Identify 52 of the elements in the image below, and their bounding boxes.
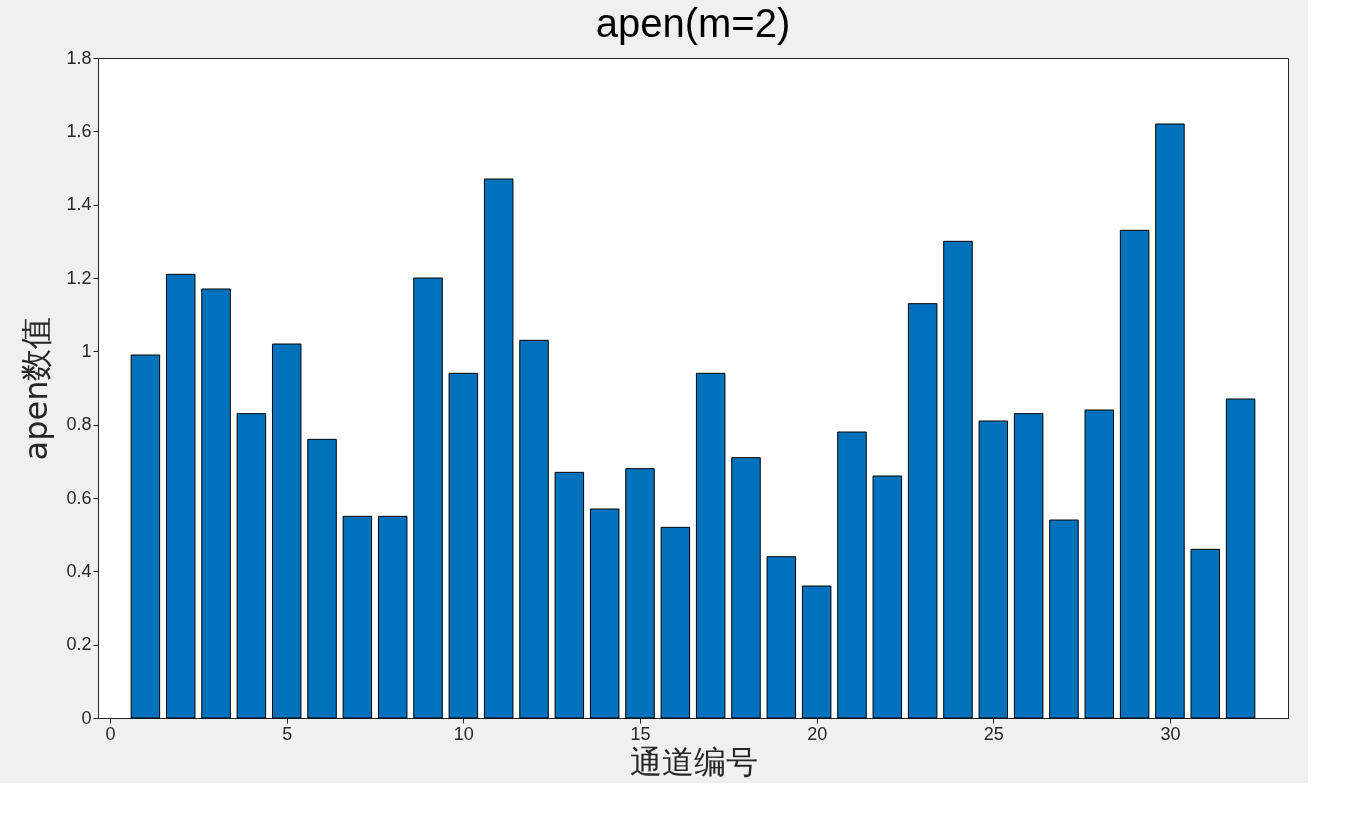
bar xyxy=(342,515,373,719)
bar xyxy=(377,515,408,719)
bar xyxy=(943,240,973,719)
y-axis-title: apen数值 xyxy=(17,316,56,461)
bar xyxy=(625,468,655,719)
bar xyxy=(801,585,832,719)
x-tick-label: 30 xyxy=(1160,723,1181,744)
y-tick-label: 1 xyxy=(81,340,92,361)
bar xyxy=(130,354,161,719)
y-tick-label: 1.6 xyxy=(66,120,92,141)
x-axis-title: 通道编号 xyxy=(629,742,758,781)
bar xyxy=(1119,229,1150,719)
bar xyxy=(1049,519,1079,719)
bar xyxy=(236,413,267,719)
y-tick-label: 1.8 xyxy=(66,47,92,68)
bar xyxy=(483,178,514,719)
bar xyxy=(872,475,903,719)
y-tick-label: 0.6 xyxy=(66,487,92,508)
bar xyxy=(1084,409,1115,719)
bar xyxy=(766,556,797,719)
chart-title: apen(m=2) xyxy=(595,1,791,45)
bar xyxy=(660,526,691,719)
bar xyxy=(1013,413,1044,719)
y-tick-label: 0 xyxy=(81,707,92,728)
bar xyxy=(589,508,620,719)
y-tick-label: 0.4 xyxy=(66,560,92,581)
bar xyxy=(978,420,1009,719)
bar xyxy=(519,339,549,719)
bar xyxy=(695,372,726,719)
x-tick-label: 15 xyxy=(630,723,651,744)
x-tick-label: 5 xyxy=(282,723,293,744)
bar xyxy=(1225,398,1256,719)
y-tick-label: 0.2 xyxy=(66,634,92,655)
y-tick-label: 0.8 xyxy=(66,414,92,435)
bar xyxy=(271,343,302,719)
bar xyxy=(837,431,867,719)
x-tick-label: 0 xyxy=(105,723,116,744)
x-tick-label: 25 xyxy=(983,723,1004,744)
bar xyxy=(1190,548,1221,719)
bar xyxy=(907,303,938,719)
bar xyxy=(554,471,585,719)
bar xyxy=(448,372,479,719)
y-tick-label: 1.4 xyxy=(66,194,92,215)
y-tick-label: 1.2 xyxy=(66,267,92,288)
x-tick-label: 10 xyxy=(453,723,474,744)
bar xyxy=(1155,123,1185,719)
bar xyxy=(307,438,337,719)
bar xyxy=(731,457,761,719)
bar xyxy=(413,277,443,719)
bar xyxy=(201,288,231,719)
x-tick-label: 20 xyxy=(807,723,828,744)
bar xyxy=(165,273,196,719)
